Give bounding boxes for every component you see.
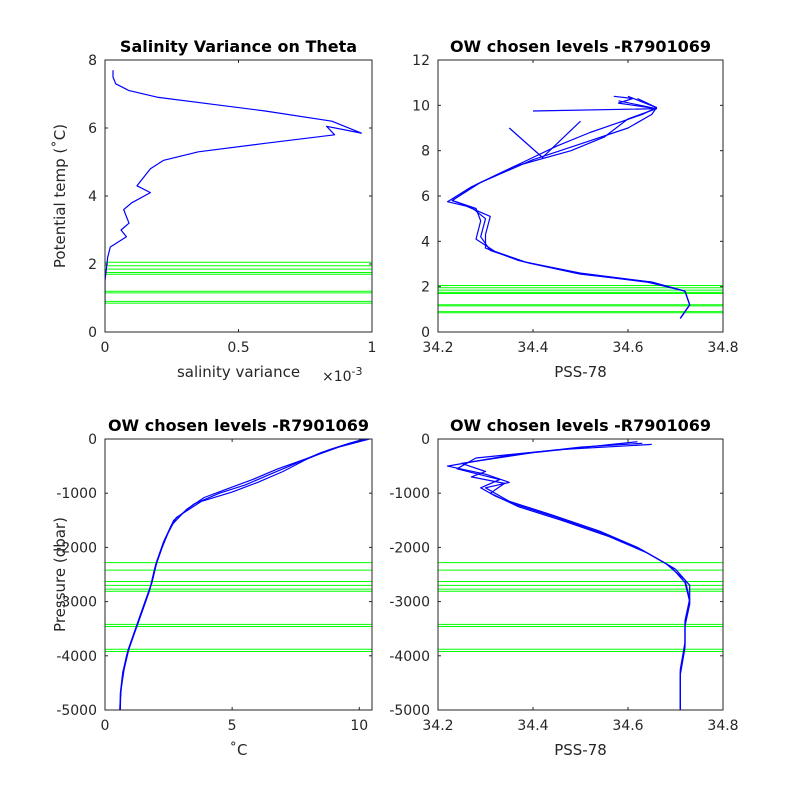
y-tick-label: 6 <box>88 121 97 137</box>
x-axis-label: salinity variance <box>177 363 300 381</box>
x-tick-label: 5 <box>228 718 237 734</box>
x-scale-exponent: -3 <box>352 365 363 378</box>
profile-line <box>446 442 691 710</box>
plot-area <box>105 439 372 710</box>
y-tick-label: 12 <box>412 53 430 69</box>
profile-line <box>119 439 370 710</box>
x-tick-label: 0 <box>101 718 110 734</box>
y-tick-label: -5000 <box>56 703 97 719</box>
y-tick-label: -2000 <box>389 540 430 556</box>
y-axis-label: Pressure (dbar) <box>51 517 69 632</box>
y-tick-label: 0 <box>421 432 430 448</box>
x-tick-label: 34.6 <box>612 340 643 356</box>
y-tick-label: -1000 <box>389 486 430 502</box>
x-axis-label: ˚C <box>230 741 248 759</box>
axes-box <box>104 438 373 711</box>
y-tick-label: -5000 <box>389 703 430 719</box>
y-tick-label: -3000 <box>56 595 97 611</box>
x-tick-label: 10 <box>350 718 368 734</box>
x-axis-label: PSS-78 <box>554 363 607 381</box>
plot-area <box>105 60 372 332</box>
chart-title: OW chosen levels -R7901069 <box>450 416 711 435</box>
profile-line <box>105 70 362 305</box>
y-tick-label: 0 <box>88 432 97 448</box>
panel-salinity-variance: 0 0.5 1 0 2 4 6 8 Salinity Variance on Theta sali… <box>51 37 376 385</box>
y-tick-label: -1000 <box>56 486 97 502</box>
y-tick-label: 8 <box>421 144 430 160</box>
plot-area <box>438 60 723 332</box>
y-tick-label: 4 <box>88 189 97 205</box>
chart-title: OW chosen levels -R7901069 <box>108 416 369 435</box>
axes-box <box>437 438 724 711</box>
x-tick-label: 34.2 <box>422 718 453 734</box>
x-tick-label: 34.2 <box>422 340 453 356</box>
y-tick-label: 4 <box>421 234 430 250</box>
y-tick-label: 0 <box>421 325 430 341</box>
data-layer <box>438 95 723 319</box>
profile-line <box>451 95 691 319</box>
y-tick-label: 6 <box>421 189 430 205</box>
y-tick-label: -4000 <box>56 649 97 665</box>
chart-title: OW chosen levels -R7901069 <box>450 37 711 56</box>
x-tick-label: 34.8 <box>707 718 738 734</box>
y-tick-label: 8 <box>88 53 97 69</box>
x-tick-label: 1 <box>368 340 377 356</box>
x-tick-label: 34.6 <box>612 718 643 734</box>
profile-line <box>508 120 581 159</box>
y-tick-label: -4000 <box>389 649 430 665</box>
x-tick-label: 34.4 <box>517 340 548 356</box>
plot-area <box>438 439 723 710</box>
x-tick-label: 34.4 <box>517 718 548 734</box>
data-layer <box>438 441 723 710</box>
data-layer <box>105 70 372 305</box>
profile-line <box>532 95 658 112</box>
x-tick-label: 34.8 <box>707 340 738 356</box>
y-tick-label: 0 <box>88 325 97 341</box>
x-axis-label: PSS-78 <box>554 741 607 759</box>
y-tick-label: -2000 <box>56 540 97 556</box>
y-axis-label: Potential temp (˚C) <box>51 124 69 268</box>
panel-pressure-temperature: 0 5 10 -5000 -4000 -3000 -2000 -1000 0 OW chosen … <box>51 416 373 759</box>
x-tick-label: 0 <box>101 340 110 356</box>
panel-theta-salinity: 34.2 34.4 34.6 34.8 0 2 4 6 8 10 12 OW chosen level… <box>412 37 738 381</box>
x-scale-factor: ×10-3 <box>322 365 363 385</box>
panel-pressure-salinity: 34.2 34.4 34.6 34.8 -5000 -4000 -3000 -2000 -100… <box>389 416 738 759</box>
data-layer <box>105 439 372 710</box>
chart-title: Salinity Variance on Theta <box>120 37 357 56</box>
y-tick-label: 10 <box>412 98 430 114</box>
y-tick-label: 2 <box>88 257 97 273</box>
y-tick-label: -3000 <box>389 595 430 611</box>
y-tick-label: 2 <box>421 280 430 296</box>
x-tick-label: 0.5 <box>227 340 249 356</box>
